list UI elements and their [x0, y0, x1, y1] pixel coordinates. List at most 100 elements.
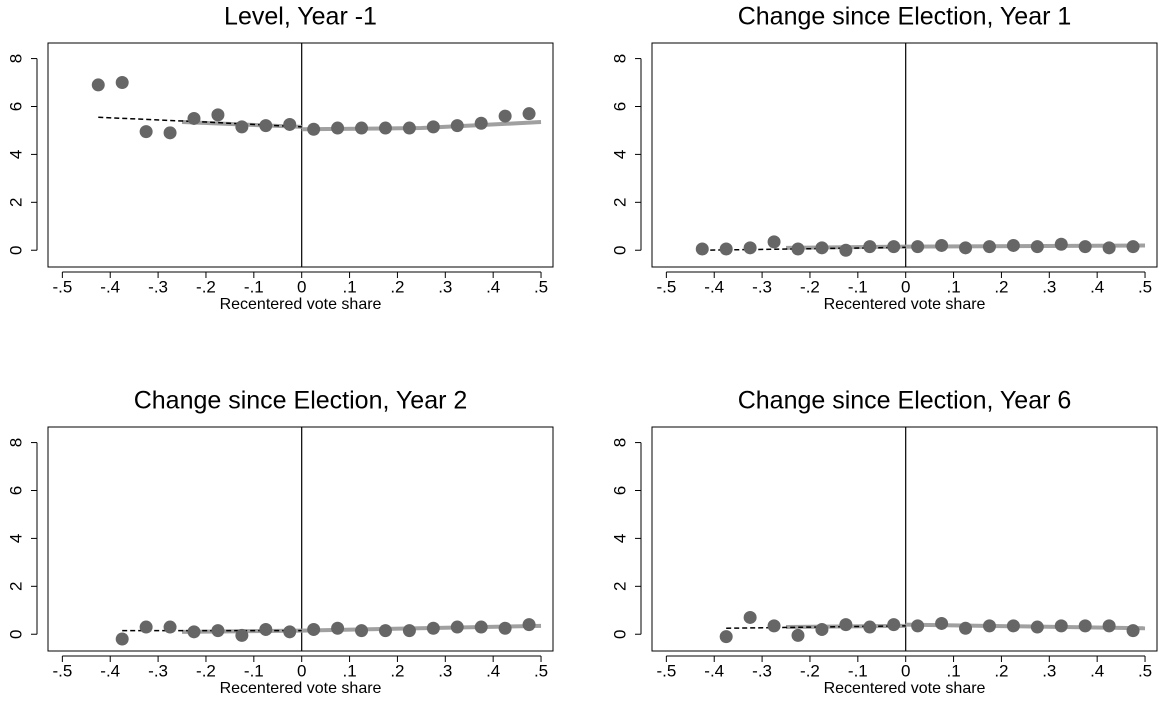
point: [235, 628, 249, 642]
x-tick-label: -.5: [52, 661, 72, 680]
x-tick-label: .4: [1090, 661, 1104, 680]
x-tick-label: .3: [1042, 661, 1056, 680]
point: [450, 119, 464, 133]
point: [331, 621, 345, 635]
y-tick-label: 6: [610, 486, 629, 495]
panel-title: Change since Election, Year 2: [134, 387, 468, 415]
x-tick-label: -.1: [244, 277, 264, 296]
point: [791, 628, 805, 642]
x-axis-label: Recentered vote share: [824, 296, 986, 313]
point: [163, 126, 177, 140]
point: [163, 620, 177, 634]
x-tick-label: .2: [994, 277, 1008, 296]
x-tick-label: .4: [486, 661, 500, 680]
y-tick-label: 6: [610, 102, 629, 111]
point: [1006, 619, 1020, 633]
x-tick-label: -.3: [752, 661, 772, 680]
y-tick-label: 8: [610, 438, 629, 447]
point: [355, 121, 369, 135]
x-tick-label: -.5: [656, 277, 676, 296]
panel-title: Change since Election, Year 1: [738, 3, 1072, 31]
x-tick-label: 0: [297, 661, 306, 680]
point: [115, 632, 129, 646]
point: [522, 107, 536, 121]
x-tick-label: -.2: [196, 277, 216, 296]
x-tick-label: .5: [534, 277, 548, 296]
panel-title: Change since Election, Year 6: [738, 387, 1072, 415]
x-tick-label: -.3: [752, 277, 772, 296]
point: [743, 610, 757, 624]
point: [791, 242, 805, 256]
panel: Change since Election, Year 6 0 2 4 6 8 -.5 -.4…: [610, 387, 1158, 697]
y-tick-label: 6: [6, 102, 25, 111]
y-tick-label: 4: [6, 150, 25, 159]
point: [498, 109, 512, 123]
point: [115, 76, 129, 90]
point: [1030, 240, 1044, 254]
point: [1078, 619, 1092, 633]
y-tick-label: 2: [6, 582, 25, 591]
point: [235, 120, 249, 134]
point: [719, 242, 733, 256]
y-tick-label: 2: [610, 582, 629, 591]
x-tick-label: 0: [901, 661, 910, 680]
y-tick-label: 4: [6, 534, 25, 543]
point: [307, 122, 321, 136]
y-tick-label: 4: [610, 150, 629, 159]
x-tick-label: .2: [994, 661, 1008, 680]
panel-title: Level, Year -1: [224, 3, 377, 31]
point: [719, 630, 733, 644]
point: [378, 121, 392, 135]
point: [402, 624, 416, 638]
x-tick-label: .4: [486, 277, 500, 296]
point: [139, 125, 153, 139]
point: [331, 121, 345, 135]
plot-frame: [47, 426, 554, 652]
x-axis-label: Recentered vote share: [220, 296, 382, 313]
plot-frame: [651, 426, 1158, 652]
x-tick-label: -.4: [100, 661, 120, 680]
point: [863, 620, 877, 634]
x-tick-label: -.3: [148, 277, 168, 296]
point: [911, 619, 925, 633]
point: [839, 618, 853, 632]
y-tick-label: 0: [6, 245, 25, 254]
x-tick-label: -.4: [704, 661, 724, 680]
point: [935, 616, 949, 630]
point: [887, 618, 901, 632]
point: [935, 238, 949, 252]
x-tick-label: .3: [438, 277, 452, 296]
point: [767, 235, 781, 249]
y-tick-label: 0: [610, 245, 629, 254]
point: [1030, 620, 1044, 634]
point: [839, 243, 853, 257]
point: [959, 621, 973, 635]
point: [1126, 240, 1140, 254]
x-tick-label: -.5: [656, 661, 676, 680]
y-tick-label: 8: [6, 438, 25, 447]
x-tick-label: .5: [534, 661, 548, 680]
point: [450, 620, 464, 634]
point: [426, 621, 440, 635]
panel: Change since Election, Year 2 0 2 4 6 8 -.5 -.4…: [6, 387, 554, 697]
x-tick-label: 0: [901, 277, 910, 296]
y-tick-label: 0: [6, 629, 25, 638]
x-tick-label: .1: [342, 661, 356, 680]
point: [139, 620, 153, 634]
point: [522, 618, 536, 632]
x-tick-label: .3: [1042, 277, 1056, 296]
panel: Change since Election, Year 1 0 2 4 6 8 -.5 -.4…: [610, 3, 1158, 313]
x-tick-label: 0: [297, 277, 306, 296]
point: [982, 619, 996, 633]
x-axis-label: Recentered vote share: [824, 680, 986, 697]
point: [474, 620, 488, 634]
point: [259, 119, 273, 133]
point: [91, 78, 105, 92]
point: [1102, 241, 1116, 255]
point: [767, 619, 781, 633]
point: [959, 241, 973, 255]
y-tick-label: 0: [610, 629, 629, 638]
point: [815, 622, 829, 636]
x-tick-label: .3: [438, 661, 452, 680]
